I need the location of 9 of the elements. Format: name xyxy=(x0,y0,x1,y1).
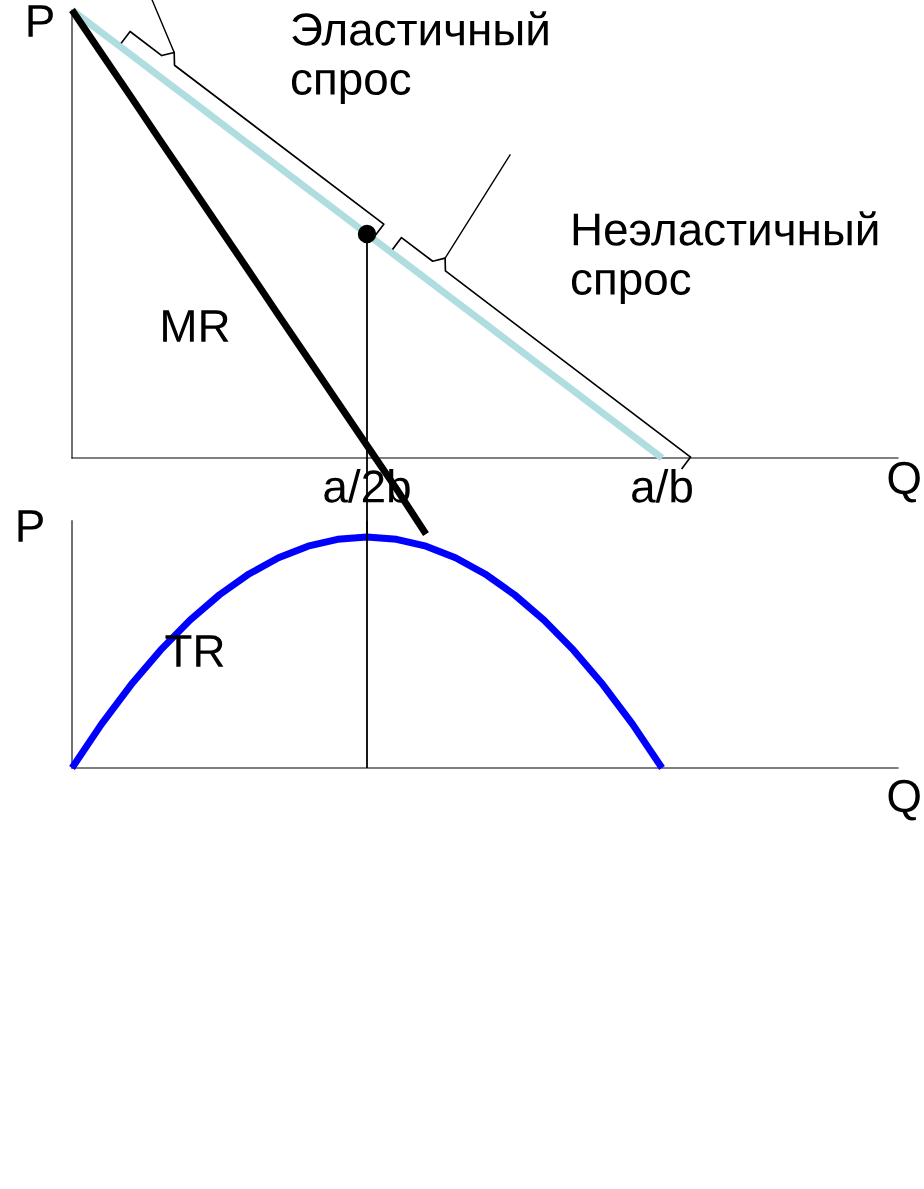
series-label: MR xyxy=(163,310,229,342)
x-tick-label: a/b xyxy=(632,469,692,503)
series-label: TR xyxy=(165,635,224,667)
annotation: Неэластичный спрос xyxy=(571,211,878,305)
x-axis-title: Q xyxy=(888,779,920,821)
annotation: Эластичный спрос xyxy=(291,11,548,105)
y-axis-title: P xyxy=(28,5,53,37)
y-axis-title: P xyxy=(18,510,43,542)
x-axis-title: Q xyxy=(888,461,920,503)
